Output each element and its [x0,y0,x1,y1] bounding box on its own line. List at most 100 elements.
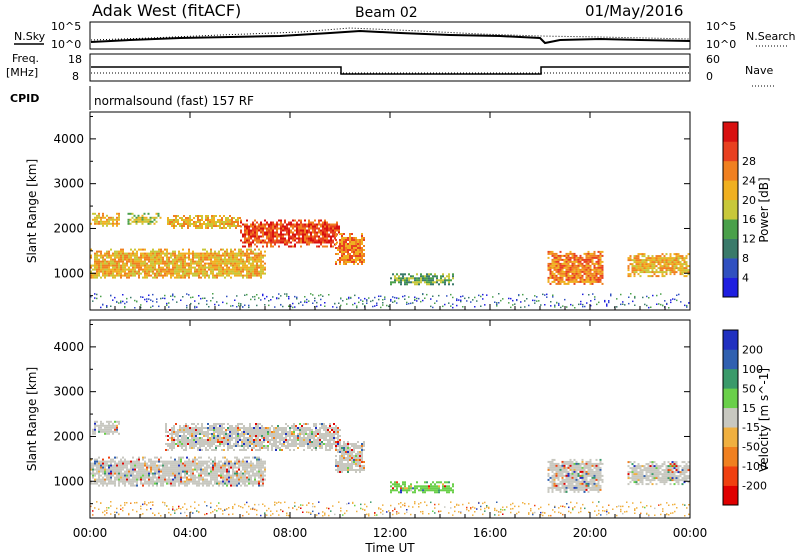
data-cell [182,468,184,471]
data-cell [200,482,202,485]
data-cell [112,470,114,473]
data-cell [663,265,666,268]
data-cell [118,218,120,221]
data-cell [104,426,106,429]
data-cell [98,260,100,263]
data-cell [412,302,414,304]
data-cell [158,250,160,253]
data-cell [340,297,342,299]
data-cell [317,429,319,431]
data-cell [440,277,442,280]
data-cell [118,432,120,435]
data-cell [339,257,341,259]
data-cell [126,262,128,265]
data-cell [102,470,104,473]
data-cell [328,229,330,232]
data-cell [104,258,106,261]
data-cell [223,221,225,223]
data-cell [160,262,162,265]
data-cell [189,441,191,443]
data-cell [137,220,140,223]
data-cell [172,468,174,471]
data-cell [134,274,136,277]
data-cell [683,257,686,260]
data-cell [219,227,221,229]
data-cell [100,478,102,481]
data-cell [178,258,180,261]
data-cell [234,262,236,265]
data-cell [673,273,676,276]
data-cell [202,258,204,261]
data-cell [152,484,154,487]
data-cell [248,274,250,277]
data-cell [211,435,213,437]
data-cell [339,241,341,243]
data-cell [168,272,170,275]
data-cell [606,304,608,306]
data-cell [160,248,162,251]
data-cell [118,270,120,273]
data-cell [226,272,228,275]
data-cell [685,269,688,272]
data-cell [335,425,337,427]
data-cell [571,280,574,283]
data-cell [138,472,140,475]
data-cell [100,480,102,483]
data-cell [136,260,138,263]
data-cell [571,254,574,257]
data-cell [172,295,174,297]
data-cell [595,262,598,265]
data-cell [116,426,118,429]
data-cell [185,217,187,219]
data-cell [174,480,176,483]
data-cell [339,261,341,263]
data-cell [114,268,116,271]
data-cell [285,439,287,441]
data-cell [426,273,428,276]
data-cell [164,270,166,273]
data-cell [170,274,172,277]
data-cell [140,262,142,265]
data-cell [639,253,642,256]
data-cell [552,296,554,298]
data-cell [184,470,186,473]
data-cell [150,482,152,485]
data-cell [601,268,604,271]
data-cell [482,293,484,296]
data-cell [290,221,292,224]
data-cell [671,263,674,266]
data-cell [156,272,158,275]
data-cell [217,427,219,429]
data-cell [260,229,262,232]
data-cell [272,235,274,238]
data-cell [359,239,361,241]
data-cell [355,259,357,261]
data-cell [110,430,112,433]
data-cell [272,227,274,230]
data-cell [124,272,126,275]
data-cell [252,252,254,255]
data-cell [293,429,295,431]
data-cell [240,272,242,275]
data-cell [591,276,594,279]
data-cell [579,262,582,265]
data-cell [288,296,290,298]
data-cell [276,241,278,244]
data-cell [565,278,568,281]
data-cell [114,460,116,463]
data-cell [686,306,688,308]
data-cell [190,472,192,475]
data-cell [616,298,618,300]
data-cell [256,268,258,271]
data-cell [112,260,114,263]
data-cell [561,274,564,277]
data-cell [236,270,238,273]
data-cell [184,482,186,485]
data-cell [184,270,186,273]
data-cell [198,270,200,273]
data-cell [134,476,136,479]
data-cell [215,423,217,425]
data-cell [564,298,566,301]
data-cell [355,251,357,253]
data-cell [448,275,450,278]
